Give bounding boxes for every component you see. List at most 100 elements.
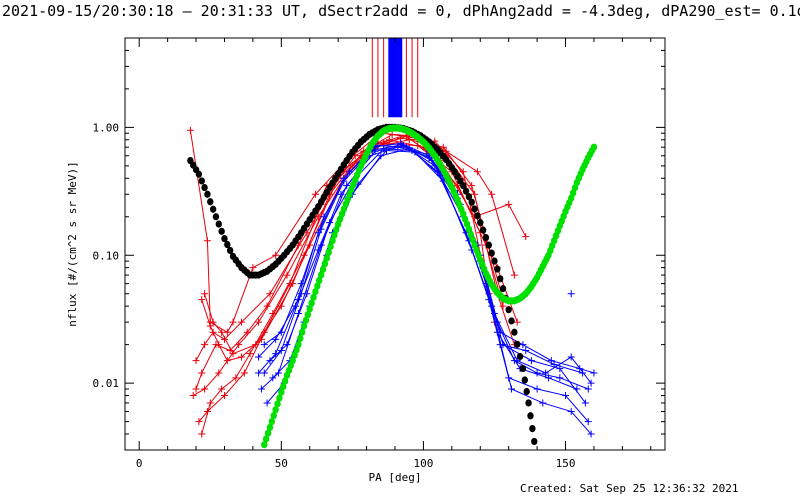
fit-dot-0-107 — [491, 257, 498, 265]
fit-dot-1-5 — [270, 412, 277, 420]
x-tick-label-3: 150 — [556, 457, 576, 470]
fit-dot-1-18 — [295, 341, 302, 349]
data-point-15-10 — [496, 341, 504, 349]
data-point-10-11 — [527, 357, 535, 365]
series-blue-15 — [260, 141, 587, 377]
y-tick-label-0: 0.01 — [93, 377, 120, 390]
data-point-12-13 — [587, 430, 595, 438]
fit-dot-1-29 — [316, 276, 323, 285]
fit-dot-0-105 — [485, 241, 492, 249]
data-point-4-3 — [232, 374, 240, 382]
fit-dot-0-3 — [195, 170, 203, 178]
data-point-6-11 — [468, 182, 476, 190]
data-point-13-9 — [490, 310, 498, 318]
fit-dot-0-119 — [523, 387, 530, 396]
plot-title: 2021-09-15/20:30:18 — 20:31:33 UT, dSect… — [2, 2, 800, 20]
fit-dot-0-120 — [525, 399, 532, 407]
fit-dot-0-109 — [496, 275, 504, 283]
fit-dot-0-98 — [465, 193, 473, 201]
data-point-11-12 — [562, 392, 570, 400]
data-point-6-3 — [229, 350, 237, 358]
data-point-15-0 — [260, 369, 268, 377]
data-point-14-4 — [337, 190, 345, 198]
data-point-6-2 — [218, 328, 226, 336]
fit-dot-0-122 — [529, 425, 536, 433]
fit-dot-0-106 — [488, 249, 495, 257]
data-point-2-3 — [235, 341, 243, 349]
data-point-14-13 — [573, 385, 581, 393]
fit-dot-0-9 — [212, 213, 220, 221]
fit-dot-0-118 — [521, 376, 528, 384]
data-point-15-4 — [340, 177, 348, 185]
data-point-2-0 — [189, 392, 197, 400]
fit-dot-1-0 — [261, 441, 268, 449]
data-point-5-1 — [201, 341, 209, 349]
fit-dot-1-21 — [300, 322, 308, 330]
data-point-10-4 — [346, 168, 354, 176]
fit-dot-1-6 — [272, 406, 279, 414]
x-axis-title: PA [deg] — [369, 471, 422, 484]
data-point-13-0 — [269, 374, 277, 382]
data-point-8-13 — [556, 374, 564, 382]
fit-dot-1-10 — [280, 382, 287, 391]
data-point-5-5 — [266, 290, 274, 298]
fit-dot-1-22 — [302, 316, 310, 324]
fit-dot-1-34 — [325, 248, 332, 256]
data-point-6-1 — [209, 318, 217, 326]
data-point-3-8 — [388, 130, 396, 138]
fit-dot-0-117 — [519, 364, 527, 373]
data-point-7-3 — [223, 357, 231, 365]
data-point-15-7 — [425, 154, 433, 162]
data-point-7-2 — [215, 341, 223, 349]
data-point-9-0 — [257, 385, 265, 393]
data-point-4-0 — [198, 430, 206, 438]
data-point-6-0 — [201, 290, 209, 298]
data-point-2-1 — [201, 385, 209, 393]
series-line-15 — [263, 144, 583, 374]
fit-dot-1-2 — [264, 429, 272, 437]
y-axis-title: nflux [#/(cm^2 s sr MeV)] — [66, 161, 79, 327]
data-point-4-1 — [206, 399, 214, 407]
data-point-11-0 — [263, 399, 271, 407]
fit-dot-1-26 — [310, 293, 317, 301]
x-tick-label-0: 0 — [136, 457, 143, 470]
fit-curve-black — [187, 123, 538, 446]
series-red-5 — [192, 129, 518, 365]
data-point-11-11 — [533, 385, 541, 393]
data-point-14-3 — [314, 246, 322, 254]
data-point-4-13 — [522, 233, 530, 241]
data-point-2-12 — [499, 302, 507, 310]
series-line-8 — [258, 142, 589, 390]
fit-dot-1-4 — [268, 417, 276, 426]
fit-dot-0-99 — [468, 198, 475, 206]
data-point-8-14 — [584, 385, 592, 393]
data-point-15-12 — [550, 360, 558, 368]
data-point-10-5 — [374, 142, 382, 150]
data-point-14-1 — [272, 335, 280, 343]
fit-dot-0-10 — [215, 220, 222, 228]
fit-dot-0-7 — [207, 198, 214, 206]
data-point-12-12 — [567, 408, 575, 416]
data-point-9-11 — [519, 341, 527, 349]
fit-dot-0-102 — [477, 219, 484, 227]
fit-dot-1-31 — [319, 265, 327, 274]
fit-dot-1-25 — [308, 299, 315, 307]
data-point-7-11 — [459, 168, 467, 176]
fit-dot-1-11 — [281, 377, 289, 385]
fit-dot-1-28 — [314, 282, 321, 290]
fit-dot-0-110 — [499, 285, 507, 293]
data-point-12-11 — [539, 399, 547, 407]
data-point-7-5 — [257, 335, 265, 343]
data-point-11-13 — [584, 418, 592, 426]
fit-dot-0-104 — [482, 234, 490, 242]
data-point-4-12 — [505, 200, 513, 208]
data-point-3-12 — [513, 318, 521, 326]
data-point-9-14 — [590, 369, 598, 377]
fit-dot-1-36 — [329, 237, 336, 245]
data-point-11-5 — [377, 152, 385, 160]
data-point-15-11 — [522, 346, 530, 354]
fit-dot-0-5 — [201, 183, 208, 192]
data-point-3-0 — [195, 418, 203, 426]
fit-dot-0-116 — [516, 352, 524, 361]
